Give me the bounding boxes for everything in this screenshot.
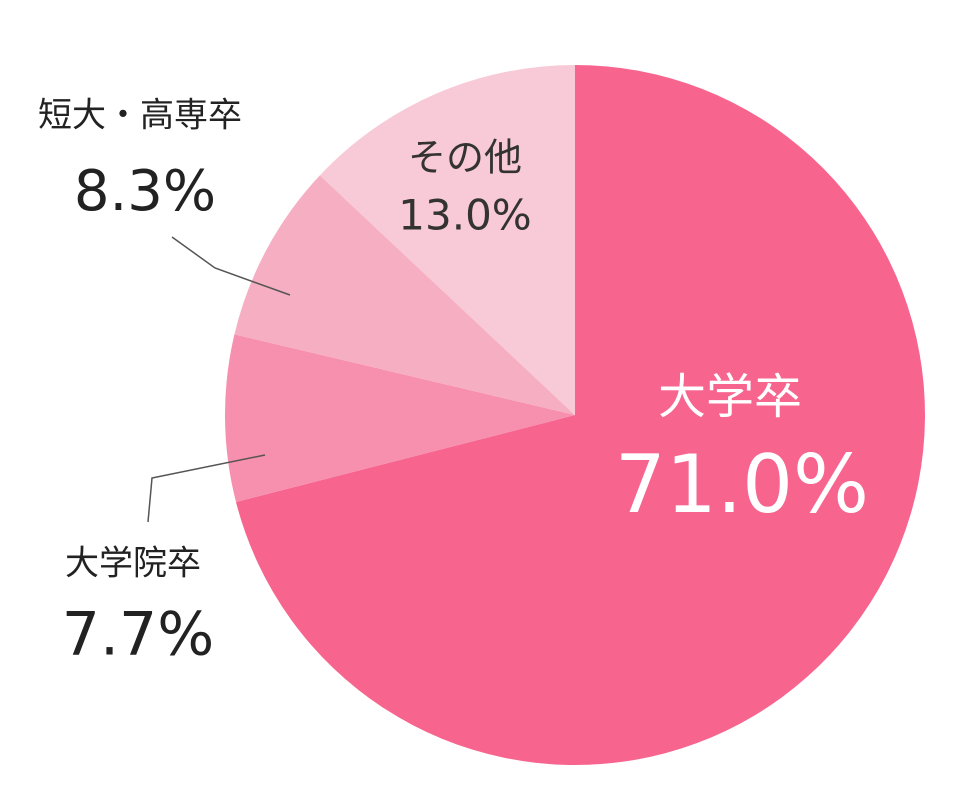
labels: 大学卒 71.0% 大学院卒 7.7% 短大・高専卒 8.3% その他 13.0% bbox=[38, 96, 869, 670]
pie-slice bbox=[234, 175, 575, 415]
pie bbox=[224, 65, 925, 765]
pie-slice bbox=[235, 65, 925, 765]
category-label: 短大・高専卒 bbox=[38, 96, 242, 136]
value-label: 71.0% bbox=[615, 438, 869, 531]
category-label: 大学卒 bbox=[658, 369, 802, 425]
value-label: 13.0% bbox=[398, 191, 531, 240]
category-label: その他 bbox=[408, 136, 522, 180]
leader-line bbox=[171, 236, 291, 296]
value-label: 8.3% bbox=[74, 159, 216, 224]
pie-slice bbox=[224, 334, 575, 503]
pie-slice bbox=[319, 65, 575, 415]
leader-line bbox=[147, 454, 266, 523]
category-label: 大学院卒 bbox=[65, 544, 201, 584]
value-label: 7.7% bbox=[62, 600, 214, 670]
